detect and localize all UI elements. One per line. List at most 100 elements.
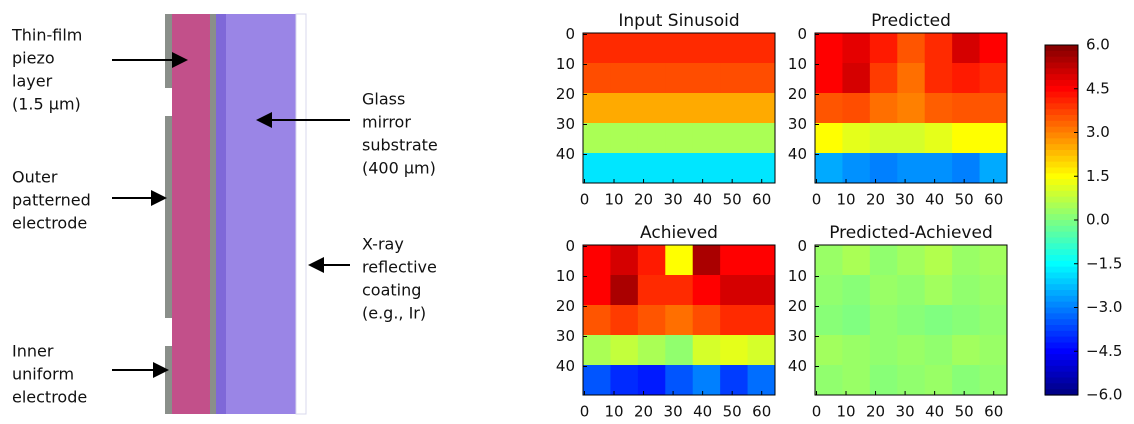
heat-cell xyxy=(637,335,666,366)
heat-cell xyxy=(952,245,981,276)
colorbar-band xyxy=(1045,56,1078,64)
colorbar-band xyxy=(1045,389,1078,396)
heat-cell xyxy=(583,123,611,154)
heat-cell xyxy=(924,63,953,94)
colorbar-band xyxy=(1045,360,1078,367)
heat-cell xyxy=(583,33,611,64)
heat-cell xyxy=(665,365,694,396)
heat-cell xyxy=(747,275,776,306)
heat-cell xyxy=(692,275,721,306)
heat-cell xyxy=(897,275,926,306)
colorbar-band xyxy=(1045,68,1078,75)
plot-frame xyxy=(582,32,776,184)
x-tick-label: 40 xyxy=(925,191,944,209)
colorbar-band xyxy=(1045,325,1078,332)
colorbar-band xyxy=(1045,155,1078,163)
heat-cell xyxy=(637,33,666,64)
heat-cell xyxy=(720,365,749,396)
heat-cell xyxy=(665,335,694,366)
heat-cell xyxy=(924,93,953,124)
heat-cell xyxy=(692,153,721,184)
heat-cell xyxy=(637,63,666,94)
heat-cell xyxy=(979,93,1008,124)
y-tick-label: 30 xyxy=(556,115,575,133)
label-line: Glass xyxy=(362,90,405,109)
colorbar-band xyxy=(1045,371,1078,379)
heat-cell xyxy=(979,365,1008,396)
heat-cell xyxy=(747,335,776,366)
heat-cell xyxy=(747,245,776,276)
heat-cell xyxy=(869,123,898,154)
heat-cell xyxy=(869,63,898,94)
heat-cell xyxy=(720,33,749,64)
colorbar-band xyxy=(1045,307,1078,314)
heat-cell xyxy=(747,63,776,94)
colorbar-band xyxy=(1045,185,1078,192)
colorbar-band xyxy=(1045,190,1078,198)
colorbar-band xyxy=(1045,208,1078,215)
heat-cell xyxy=(869,335,898,366)
heat-cell xyxy=(610,305,639,336)
y-tick-label: 20 xyxy=(556,85,575,103)
heat-cell xyxy=(610,245,639,276)
colorbar-band xyxy=(1045,377,1078,384)
x-tick-label: 10 xyxy=(604,191,623,209)
colorbar-band xyxy=(1045,231,1078,239)
label-line: Outer xyxy=(12,168,58,187)
heat-cell xyxy=(583,365,611,396)
arrows xyxy=(112,52,350,378)
colorbar-band xyxy=(1045,74,1078,81)
x-tick-label: 50 xyxy=(723,191,742,209)
colorbar-band xyxy=(1045,85,1078,93)
colorbar-tick-label: −4.5 xyxy=(1086,342,1122,360)
label-line: uniform xyxy=(12,365,74,384)
x-tick-label: 60 xyxy=(984,191,1003,209)
y-tick-label: 0 xyxy=(797,237,807,255)
colorbar-band xyxy=(1045,173,1078,180)
label-line: reflective xyxy=(362,258,437,277)
x-tick-label: 50 xyxy=(723,403,742,421)
heat-cell xyxy=(952,275,981,306)
heat-cell xyxy=(583,275,611,306)
heat-cell xyxy=(610,275,639,306)
colorbar-band xyxy=(1045,272,1078,279)
heat-cell xyxy=(747,33,776,64)
label-line: piezo xyxy=(12,49,55,68)
heat-cell xyxy=(869,365,898,396)
heat-cell xyxy=(692,33,721,64)
heat-cell xyxy=(952,93,981,124)
heat-cell xyxy=(815,123,843,154)
heat-cell xyxy=(897,335,926,366)
heat-cell xyxy=(720,275,749,306)
heat-cell xyxy=(665,275,694,306)
y-tick-label: 30 xyxy=(788,115,807,133)
heat-cell xyxy=(924,305,953,336)
heat-cell xyxy=(924,365,953,396)
colorbar-band xyxy=(1045,214,1078,221)
heat-cell xyxy=(610,153,639,184)
label-line: Inner xyxy=(12,342,54,361)
heat-cell xyxy=(815,305,843,336)
heat-cell xyxy=(583,153,611,184)
heat-cell xyxy=(842,335,871,366)
y-tick-label: 10 xyxy=(788,55,807,73)
x-tick-label: 40 xyxy=(925,403,944,421)
colorbar-tick-label: −6.0 xyxy=(1086,386,1122,404)
heat-cell xyxy=(665,33,694,64)
colorbar-band xyxy=(1045,342,1078,349)
heat-cell xyxy=(637,245,666,276)
y-tick-label: 20 xyxy=(788,297,807,315)
colorbar-band xyxy=(1045,150,1078,157)
heat-cell xyxy=(842,275,871,306)
y-tick-label: 40 xyxy=(556,145,575,163)
colorbar-band xyxy=(1045,237,1078,244)
colorbar-band xyxy=(1045,348,1078,355)
colorbar-band xyxy=(1045,161,1078,169)
colorbar-band xyxy=(1045,62,1078,69)
heat-cell xyxy=(979,123,1008,154)
heat-cell xyxy=(637,153,666,184)
heat-cell xyxy=(720,123,749,154)
heat-cell xyxy=(720,245,749,276)
heat-cell xyxy=(720,335,749,366)
heat-cell xyxy=(924,123,953,154)
